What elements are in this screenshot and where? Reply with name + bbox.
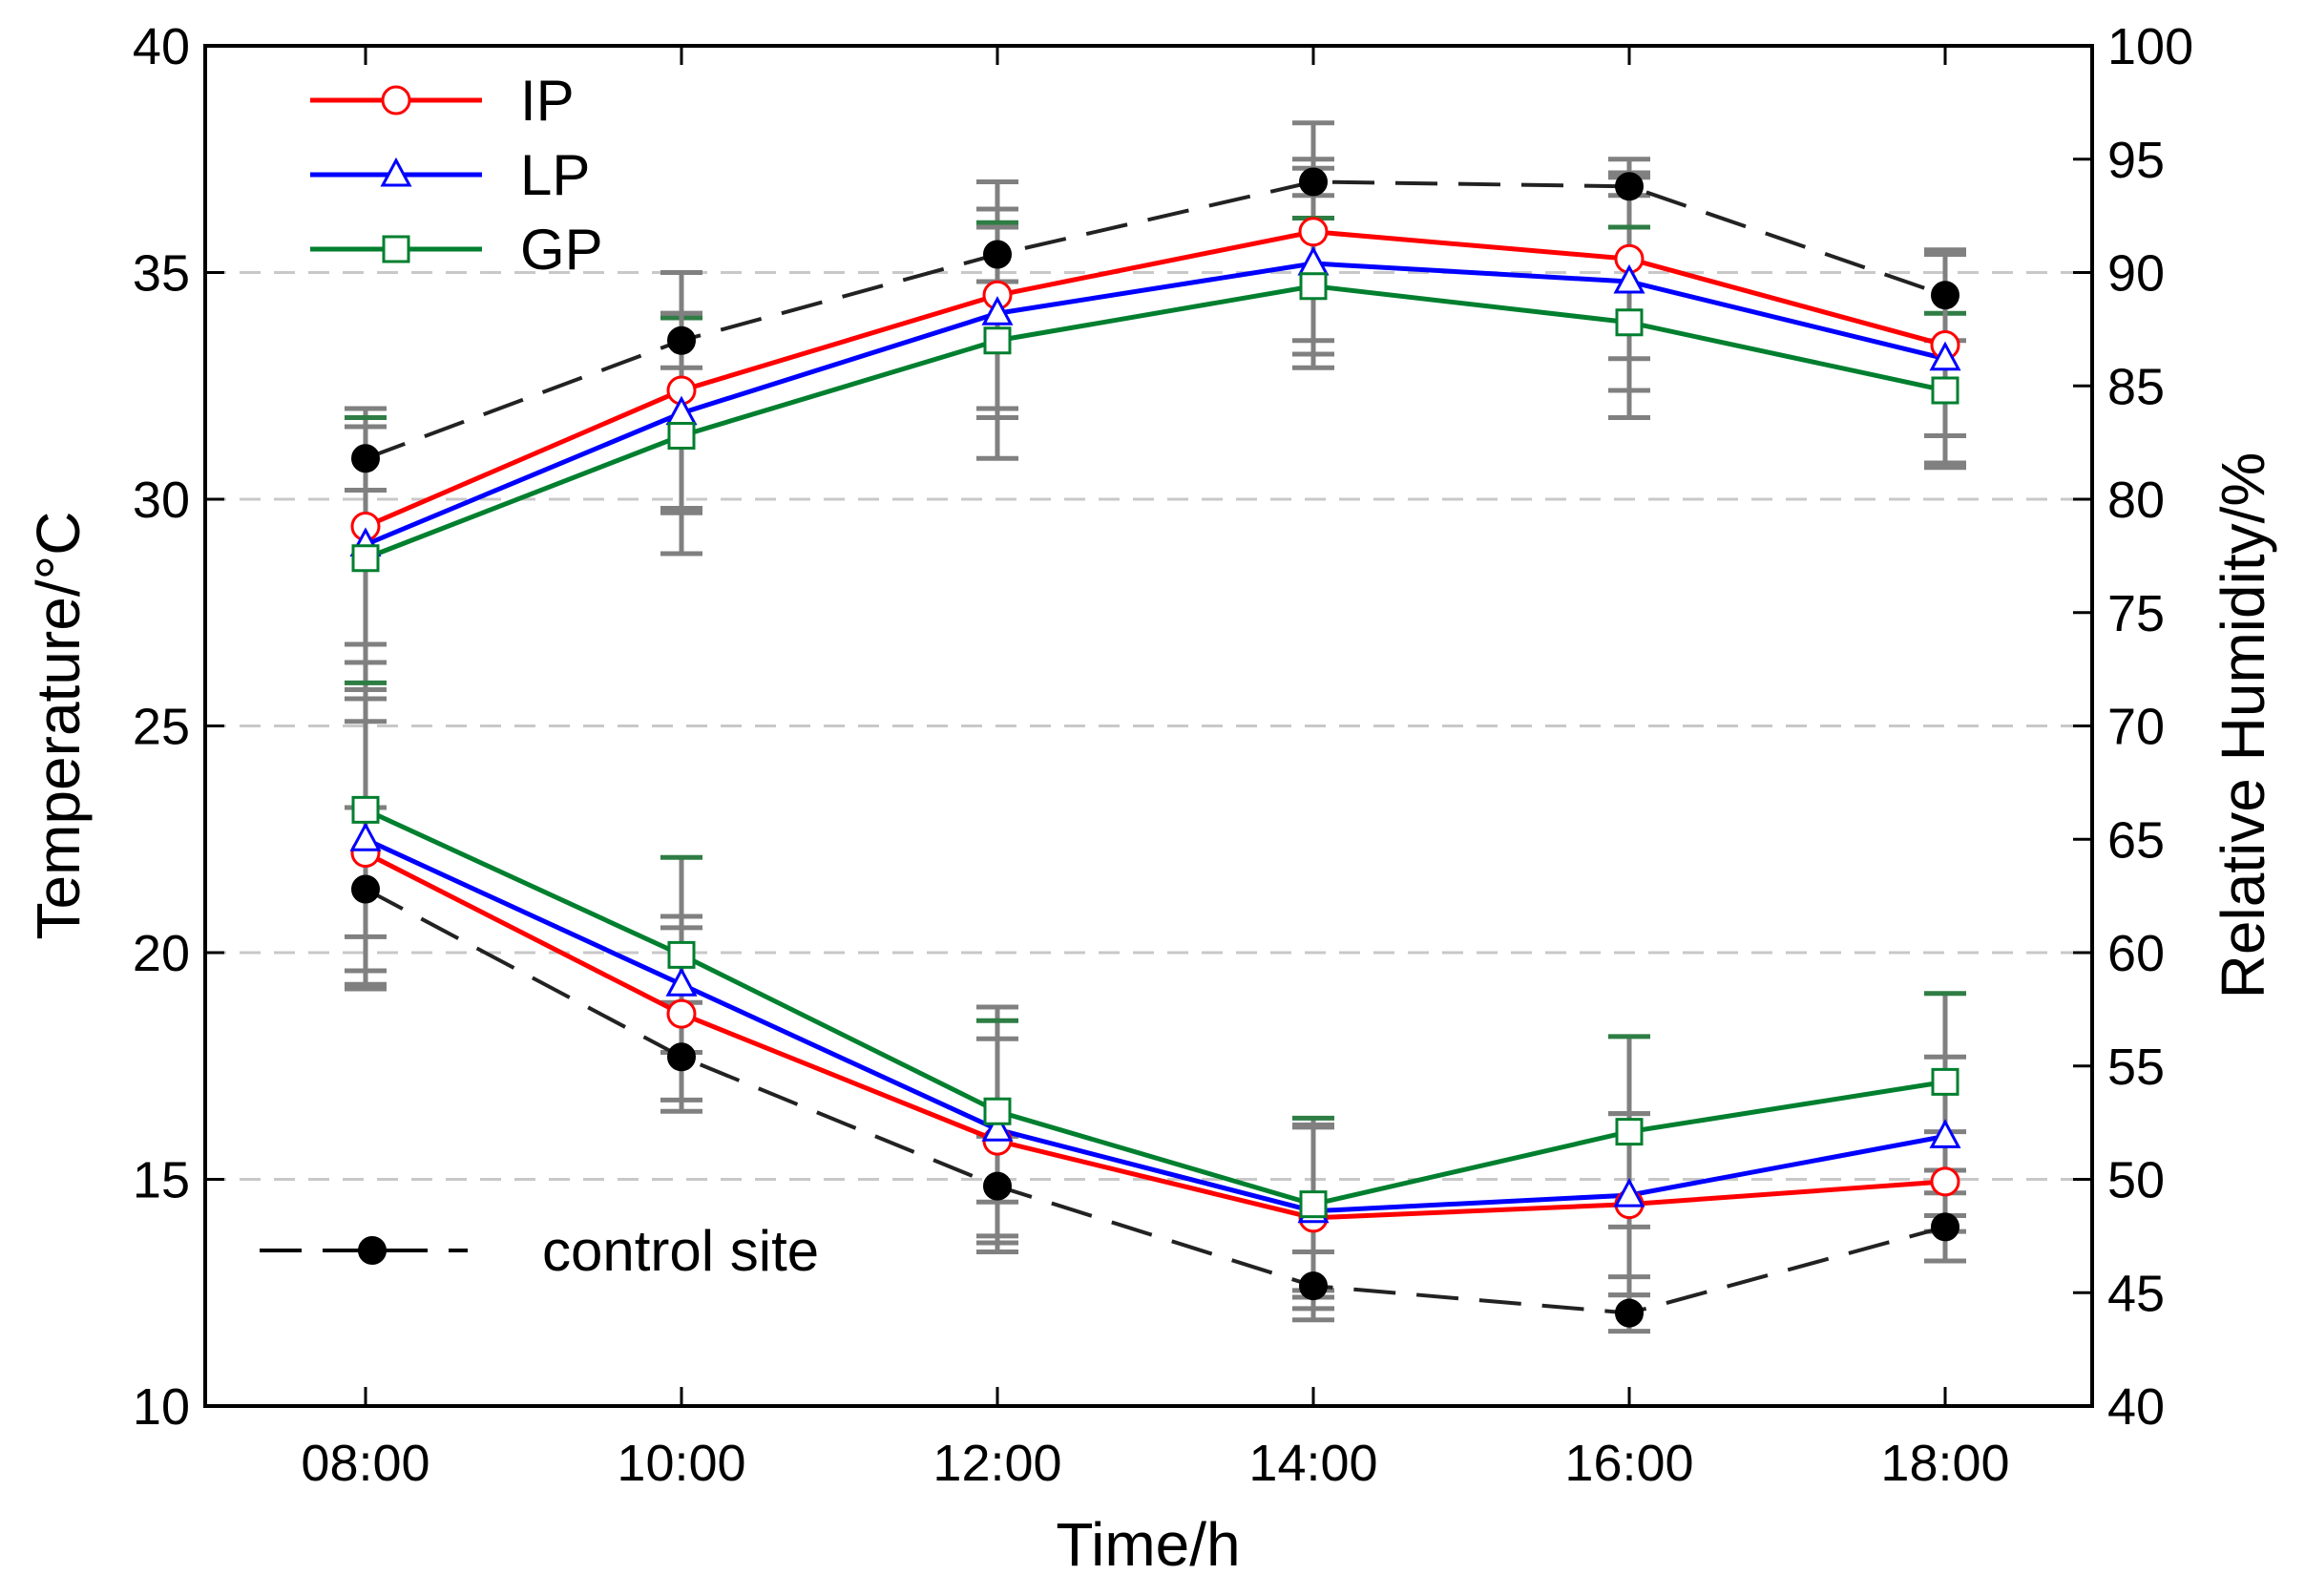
left-axis-tick-label: 10 [133,1378,190,1436]
temperature-ip-point [1298,217,1329,247]
humidity-control-site-point [983,1171,1012,1201]
humidity-lp-point [349,822,382,851]
left-axis-tick-label: 20 [133,925,190,982]
humidity-gp-point [1931,1067,1959,1096]
x-axis-tick-label: 16:00 [1564,1435,1693,1492]
humidity-gp-point [983,1097,1012,1125]
temperature-control-site-line [365,179,1946,461]
legend-top: IP LP GP [310,69,603,282]
temperature-control-site-point [1931,281,1959,310]
humidity-control-site-line [365,887,1946,1315]
right-axis-tick-label: 45 [2107,1265,2165,1322]
series-lines [364,179,1946,1315]
y-axis-label-right: Relative Humidity/% [2209,452,2277,999]
temperature-lp-line [365,261,1946,547]
legend-ip-swatch-marker [381,85,411,116]
temperature-control-site-point [983,240,1012,269]
right-axis-tick-label: 85 [2107,358,2165,415]
humidity-lp-point [1929,1119,1961,1148]
humidity-lp-point [1613,1177,1645,1208]
temperature-control-site-point [667,326,696,355]
left-axis-tick-label: 40 [133,18,190,75]
humidity-lp-line [364,836,1946,1214]
right-axis-tick-label: 95 [2107,132,2165,189]
left-axis-ticks: 10 15 20 25 30 35 40 [133,18,224,1436]
humidity-ip-line [364,850,1946,1221]
temperature-gp-point [1931,376,1959,405]
temperature-control-site-point [1615,172,1644,201]
right-axis-tick-label: 90 [2107,245,2165,303]
humidity-gp-point [1299,1190,1328,1219]
humidity-ip-point [1930,1166,1960,1197]
left-axis-tick-label: 25 [133,699,190,756]
legend-ip-label: IP [520,69,575,133]
gridlines [205,271,2092,1181]
left-axis-tick-label: 35 [133,245,190,303]
plot-area [203,44,2094,1408]
right-axis-ticks: 40 45 50 55 60 65 70 75 80 85 90 95 100 [2073,18,2193,1436]
x-axis-tick-label: 12:00 [932,1435,1061,1492]
series-markers [349,167,1961,1328]
humidity-control-site-point [667,1042,696,1072]
legend-control-site-label: control site [542,1219,819,1283]
temperature-lp-point [1613,263,1645,294]
temperature-gp-point [351,544,380,573]
temperature-ip-line [365,229,1946,529]
temperature-gp-point [1299,272,1328,301]
humidity-control-site-point [1931,1212,1959,1242]
right-axis-tick-label: 55 [2107,1039,2165,1096]
right-axis-tick-label: 75 [2107,585,2165,642]
legend-control-site-swatch-marker [358,1236,387,1265]
axes: 10 15 20 25 30 35 40 40 45 50 55 60 65 70 75 80 85 90 95 1… [24,18,2277,1579]
temperature-lp-point [1297,245,1330,276]
x-axis-label: Time/h [1056,1510,1240,1579]
temperature-lp-point [1929,341,1961,371]
humidity-control-site-point [1299,1271,1328,1301]
temperature-gp-point [1615,308,1644,337]
legend-gp-label: GP [520,218,603,282]
right-axis-tick-label: 60 [2107,925,2165,982]
left-axis-tick-label: 30 [133,472,190,529]
right-axis-tick-label: 40 [2107,1378,2165,1436]
legend-lp-swatch-marker [380,157,412,187]
humidity-control-site-point [351,874,380,904]
humidity-gp-line [364,808,1946,1208]
right-axis-tick-label: 80 [2107,472,2165,529]
humidity-control-site-point [1615,1298,1644,1328]
temperature-gp-line [365,284,1946,561]
x-axis-tick-label: 14:00 [1248,1435,1377,1492]
x-axis-tick-label: 08:00 [301,1435,430,1492]
right-axis-tick-label: 65 [2107,811,2165,869]
temperature-lp-point [981,296,1014,326]
right-axis-tick-label: 100 [2107,18,2193,75]
left-axis-tick-label: 15 [133,1152,190,1209]
humidity-gp-point [1615,1118,1644,1146]
legend-gp-swatch-marker [382,235,410,263]
x-axis-tick-label: 10:00 [617,1435,745,1492]
temperature-gp-point [667,422,696,450]
temperature-control-site-point [1299,167,1328,197]
humidity-lp-point [665,967,698,997]
x-axis-ticks: 08:00 10:00 12:00 14:00 16:00 18:00 [301,46,2010,1492]
temperature-control-site-point [351,444,380,473]
y-axis-label-left: Temperature/°C [24,512,93,940]
right-axis-tick-label: 50 [2107,1152,2165,1209]
humidity-gp-point [667,940,696,969]
legend-bottom: control site [260,1219,819,1283]
x-axis-tick-label: 18:00 [1880,1435,2009,1492]
right-axis-tick-label: 70 [2107,699,2165,756]
legend-lp-label: LP [520,143,590,207]
humidity-ip-point [666,998,697,1029]
temperature-gp-point [983,326,1012,355]
humidity-lp-point [981,1112,1014,1142]
humidity-gp-point [351,795,380,824]
